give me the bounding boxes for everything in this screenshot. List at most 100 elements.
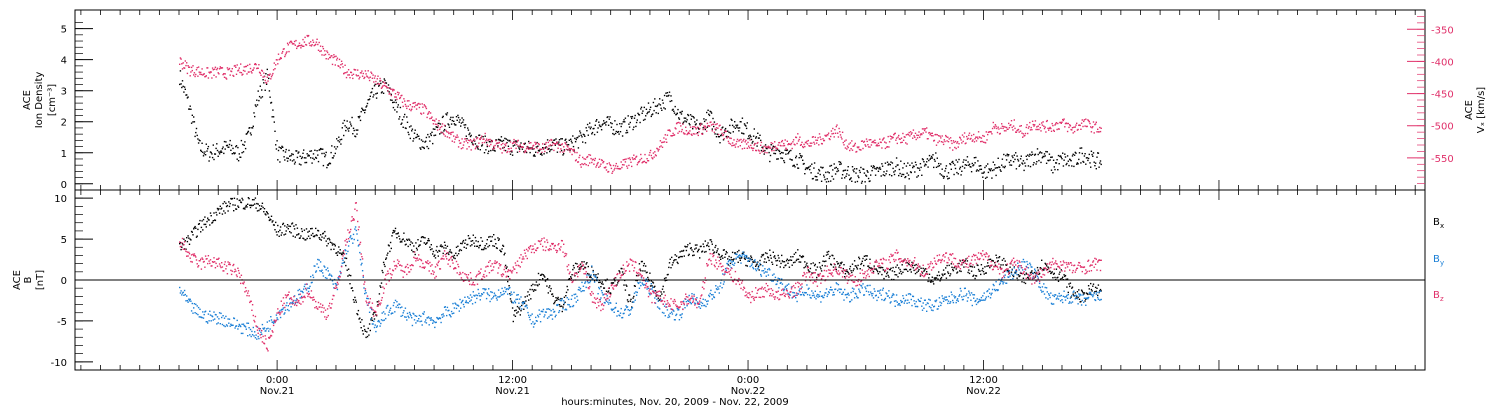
- bx-series-point: [820, 270, 823, 272]
- density-series-point: [703, 120, 706, 123]
- by-series-point: [459, 298, 461, 301]
- density-series-point: [471, 141, 473, 144]
- by-series-point: [734, 262, 736, 264]
- velocity-series-point: [416, 104, 418, 106]
- density-series-point: [511, 151, 513, 153]
- velocity-series-point: [485, 138, 488, 140]
- by-series-point: [393, 302, 395, 304]
- density-series-point: [408, 126, 411, 128]
- velocity-series-point: [752, 149, 754, 152]
- density-series-point: [365, 106, 367, 108]
- by-series-point: [347, 250, 349, 253]
- by-series-point: [228, 318, 231, 320]
- by-series-point: [304, 283, 306, 286]
- density-series-point: [563, 149, 566, 151]
- velocity-series-point: [193, 74, 195, 76]
- density-series-point: [621, 123, 623, 125]
- velocity-series-point: [487, 139, 489, 142]
- by-series-point: [859, 291, 861, 294]
- density-series-point: [820, 166, 822, 168]
- velocity-series-point: [237, 69, 240, 71]
- velocity-series-point: [668, 129, 671, 131]
- density-series-point: [702, 127, 704, 129]
- by-series-point: [731, 263, 734, 266]
- density-series-point: [670, 95, 672, 97]
- density-series-point: [938, 162, 940, 165]
- density-series-point: [260, 97, 262, 99]
- density-series-point: [589, 128, 592, 130]
- bx-series-point: [815, 269, 817, 271]
- bx-series-point: [562, 306, 564, 308]
- by-series-point: [237, 325, 240, 328]
- density-series-point: [1026, 158, 1028, 161]
- by-series-point: [188, 300, 191, 302]
- velocity-series-point: [745, 143, 748, 145]
- bx-series-point: [686, 246, 688, 248]
- density-series-point: [466, 138, 468, 140]
- velocity-series-point: [549, 144, 552, 146]
- by-series-point: [248, 327, 250, 329]
- velocity-series-point: [429, 112, 432, 114]
- density-series-point: [720, 135, 722, 137]
- by-series-point: [857, 297, 859, 299]
- by-series-point: [310, 275, 312, 278]
- by-series-point: [816, 293, 819, 296]
- velocity-series-point: [933, 139, 936, 142]
- by-series-point: [591, 278, 594, 280]
- bx-series-point: [279, 229, 281, 231]
- velocity-series-point: [446, 136, 449, 138]
- velocity-series-point: [877, 145, 879, 147]
- density-series-point: [438, 122, 440, 125]
- velocity-series-point: [912, 129, 915, 131]
- density-series-point: [750, 138, 753, 141]
- bx-series-point: [760, 256, 763, 258]
- bx-series-point: [284, 225, 286, 227]
- density-series-point: [199, 140, 201, 142]
- by-series-point: [499, 295, 501, 298]
- bx-series-point: [237, 205, 239, 207]
- bx-series-point: [667, 273, 669, 276]
- velocity-series-point: [567, 149, 570, 151]
- density-series-point: [815, 179, 817, 181]
- by-series-point: [359, 251, 361, 254]
- density-series-point: [1083, 155, 1086, 157]
- by-series-point: [512, 302, 514, 304]
- velocity-series-point: [614, 165, 617, 167]
- density-series-point: [194, 135, 196, 138]
- density-series-point: [723, 132, 725, 134]
- density-series-point: [735, 124, 737, 126]
- velocity-series-point: [355, 74, 357, 76]
- velocity-series-point: [869, 146, 871, 148]
- density-series-point: [1033, 162, 1035, 164]
- density-series-point: [247, 131, 249, 134]
- density-series-point: [419, 147, 421, 149]
- density-series-point: [1003, 153, 1005, 156]
- density-series-point: [834, 167, 836, 169]
- bx-series-point: [243, 207, 245, 209]
- bx-series-point: [397, 232, 399, 234]
- density-series-point: [411, 128, 414, 130]
- by-series-point: [276, 317, 278, 319]
- bx-series-point: [780, 262, 782, 265]
- bx-series-point: [1013, 266, 1015, 268]
- velocity-series-point: [956, 141, 959, 143]
- by-series-point: [763, 272, 765, 274]
- bx-series-point: [860, 262, 863, 265]
- by-series-point: [845, 293, 847, 296]
- bx-series-point: [702, 243, 704, 245]
- density-series-point: [656, 105, 658, 108]
- velocity-series-point: [605, 166, 607, 168]
- velocity-series-point: [461, 138, 463, 140]
- by-series-point: [828, 292, 830, 294]
- density-series-point: [851, 166, 854, 168]
- density-series-point: [680, 111, 682, 114]
- density-series-point: [241, 152, 243, 154]
- bx-series-point: [907, 270, 909, 272]
- bx-series-point: [703, 245, 705, 248]
- bx-series-point: [865, 258, 868, 260]
- density-series-point: [948, 177, 950, 179]
- density-series-point: [909, 164, 911, 166]
- bx-series-point: [982, 267, 984, 270]
- by-series-point: [469, 294, 472, 296]
- velocity-series-point: [371, 77, 374, 79]
